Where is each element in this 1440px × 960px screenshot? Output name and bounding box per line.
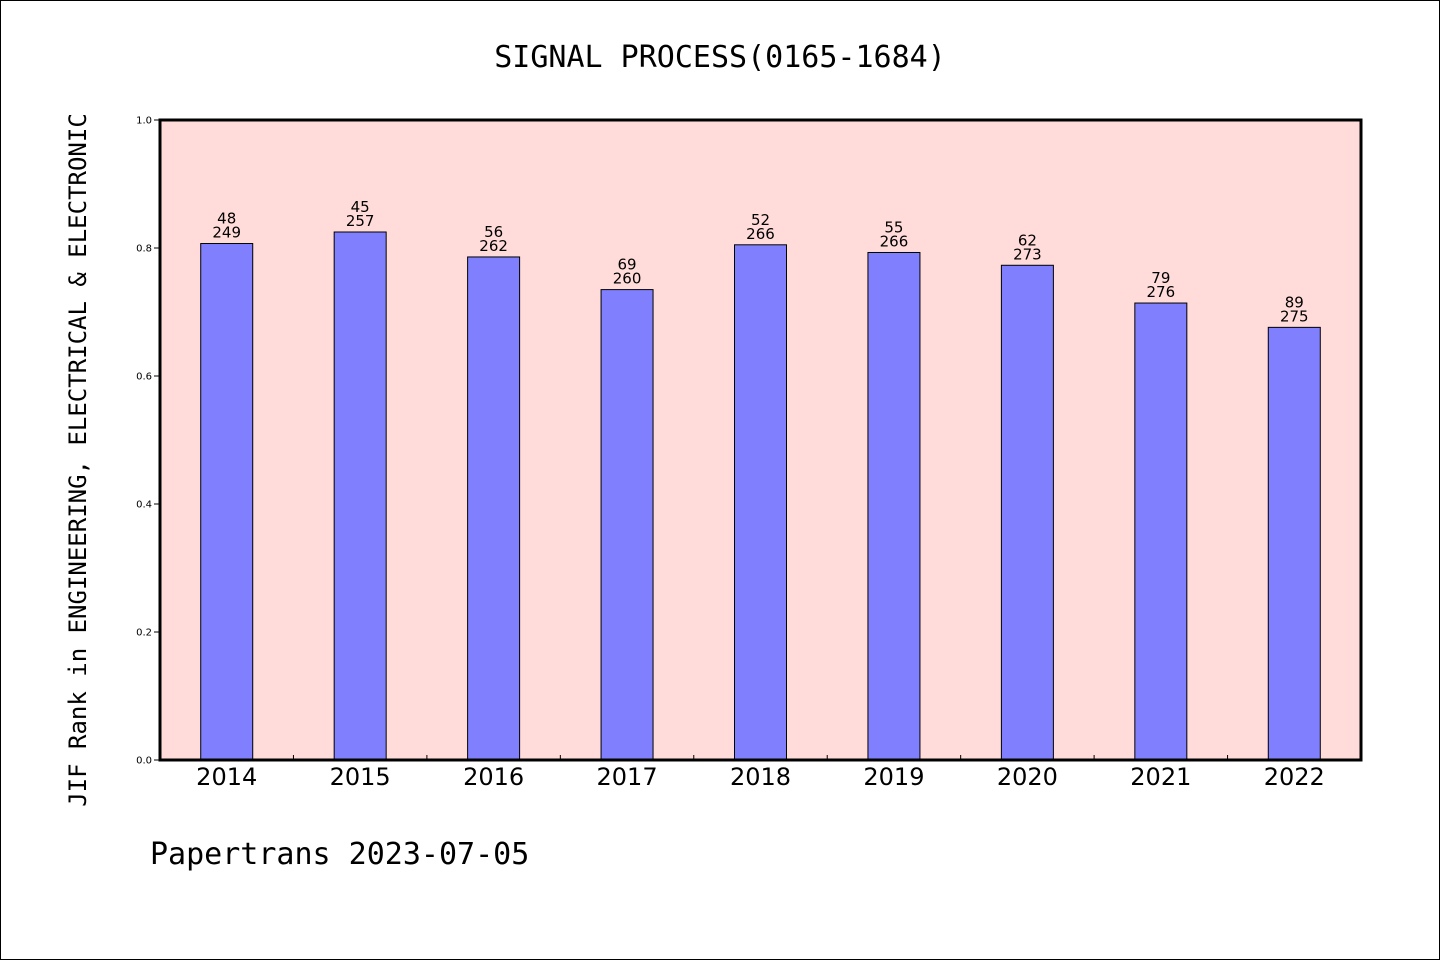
chart-title: SIGNAL PROCESS(0165-1684) [494,40,946,75]
total-label: 266 [880,232,909,250]
y-tick-label: 0.4 [136,500,152,511]
y-tick-label: 0.8 [136,244,152,255]
total-label: 260 [613,270,642,288]
rank-label: 48 [217,210,236,228]
x-tick-label: 2017 [597,763,658,791]
bar-2015 [333,231,387,761]
rank-label: 45 [351,198,370,216]
x-tick-label: 2018 [730,763,791,791]
x-tick-label: 2020 [997,763,1058,791]
bar-2019 [867,251,921,761]
rank-label: 56 [484,223,503,241]
y-tick-label: 0.6 [136,372,152,383]
total-label: 275 [1280,307,1309,325]
bar-2018 [734,244,787,761]
total-label: 257 [346,212,375,230]
bar-2017 [600,289,654,761]
rank-label: 89 [1285,293,1304,311]
bar-2020 [1000,264,1054,761]
bar-2021 [1134,302,1188,761]
rank-label: 52 [751,211,770,229]
total-label: 276 [1147,283,1176,301]
rank-label: 55 [884,218,903,236]
total-label: 266 [746,225,775,243]
y-tick-label: 0.2 [136,628,152,639]
bar-2022 [1267,326,1321,761]
y-tick-label: 0.0 [136,756,152,767]
plot-border [158,118,1363,762]
rank-label: 69 [618,256,637,274]
y-tick-label: 1.0 [136,116,152,127]
footer-credit: Papertrans 2023-07-05 [150,837,529,872]
rank-label: 62 [1018,231,1037,249]
x-tick-label: 2021 [1130,763,1191,791]
rank-label: 79 [1151,269,1170,287]
total-label: 249 [212,224,241,242]
bar-2014 [200,243,254,761]
x-tick-label: 2014 [196,763,257,791]
total-label: 273 [1013,245,1042,263]
total-label: 262 [479,237,508,255]
x-tick-label: 2019 [863,763,924,791]
y-axis-label: JIF Rank in ENGINEERING, ELECTRICAL & EL… [64,113,92,807]
x-tick-label: 2022 [1264,763,1325,791]
x-tick-label: 2016 [463,763,524,791]
x-axis-ticks: 2014 2015 2016 2017 2018 2019 2020 2021 2022 [196,755,1325,791]
bar-2016 [467,256,521,761]
bars [200,231,1321,761]
x-tick-label: 2015 [330,763,391,791]
y-axis-ticks: 0.0 0.2 0.4 0.6 0.8 1.0 [136,116,160,767]
